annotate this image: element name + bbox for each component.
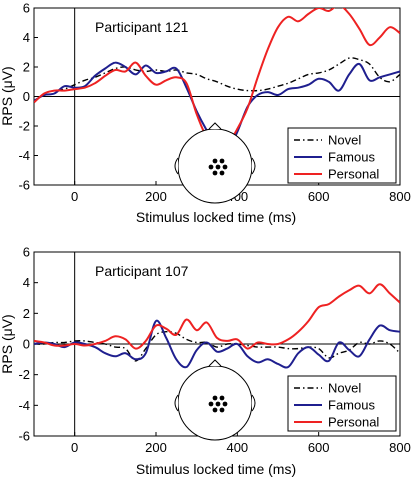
x-tick-label: 800 bbox=[389, 440, 411, 455]
x-tick-label: 200 bbox=[145, 189, 167, 204]
legend-label-novel: Novel bbox=[328, 381, 361, 396]
series-line-famous bbox=[34, 319, 400, 369]
electrode-cluster bbox=[208, 158, 228, 176]
zero-lines bbox=[34, 8, 400, 185]
scalp-head-icon bbox=[174, 359, 256, 441]
y-tick-label: 0 bbox=[23, 337, 30, 352]
y-tick-label: 4 bbox=[23, 275, 30, 290]
x-tick-label: 200 bbox=[145, 440, 167, 455]
y-axis-label: RPS (μV) bbox=[0, 314, 15, 373]
x-tick-label: 400 bbox=[226, 440, 248, 455]
series-line-novel bbox=[34, 57, 400, 103]
series-line-novel bbox=[34, 330, 400, 362]
y-tick-label: 6 bbox=[23, 1, 30, 16]
y-tick-label: 0 bbox=[23, 89, 30, 104]
electrode-cluster bbox=[208, 395, 228, 413]
chart-panel-participant-107: 6 4 2 0 -2 -4 -6 0 200 400 600 800 Participant 107… bbox=[0, 245, 411, 478]
y-tick-label: 2 bbox=[23, 60, 30, 75]
y-axis-ticks: 6 4 2 0 -2 -4 -6 bbox=[18, 1, 38, 193]
y-tick-label: 2 bbox=[23, 306, 30, 321]
x-axis-label: Stimulus locked time (ms) bbox=[136, 461, 296, 477]
series-line-personal bbox=[34, 283, 400, 350]
y-tick-label: 6 bbox=[23, 245, 30, 260]
x-axis-label: Stimulus locked time (ms) bbox=[136, 209, 296, 225]
y-tick-label: 4 bbox=[23, 30, 30, 45]
legend-label-famous: Famous bbox=[328, 398, 375, 413]
y-tick-label: -4 bbox=[18, 398, 30, 413]
legend-label-famous: Famous bbox=[328, 150, 375, 165]
legend: Novel Famous Personal bbox=[287, 375, 397, 432]
x-tick-label: 0 bbox=[71, 189, 78, 204]
x-tick-label: 600 bbox=[308, 440, 330, 455]
y-tick-label: -2 bbox=[18, 367, 30, 382]
legend-label-personal: Personal bbox=[328, 167, 379, 182]
y-tick-label: -4 bbox=[18, 148, 30, 163]
y-tick-label: -6 bbox=[18, 178, 30, 193]
chart-title: Participant 121 bbox=[95, 19, 189, 35]
chart-title: Participant 107 bbox=[95, 263, 189, 279]
scalp-head-icon bbox=[174, 122, 256, 204]
x-tick-label: 0 bbox=[71, 440, 78, 455]
x-tick-label: 800 bbox=[389, 189, 411, 204]
y-tick-label: -2 bbox=[18, 119, 30, 134]
x-tick-label: 600 bbox=[308, 189, 330, 204]
legend: Novel Famous Personal bbox=[287, 127, 397, 184]
legend-label-novel: Novel bbox=[328, 133, 361, 148]
series-lines bbox=[34, 283, 400, 369]
y-tick-label: -6 bbox=[18, 429, 30, 444]
y-axis-label: RPS (μV) bbox=[0, 66, 15, 125]
legend-label-personal: Personal bbox=[328, 415, 379, 430]
x-axis-ticks: 0 200 400 600 800 bbox=[71, 432, 411, 455]
